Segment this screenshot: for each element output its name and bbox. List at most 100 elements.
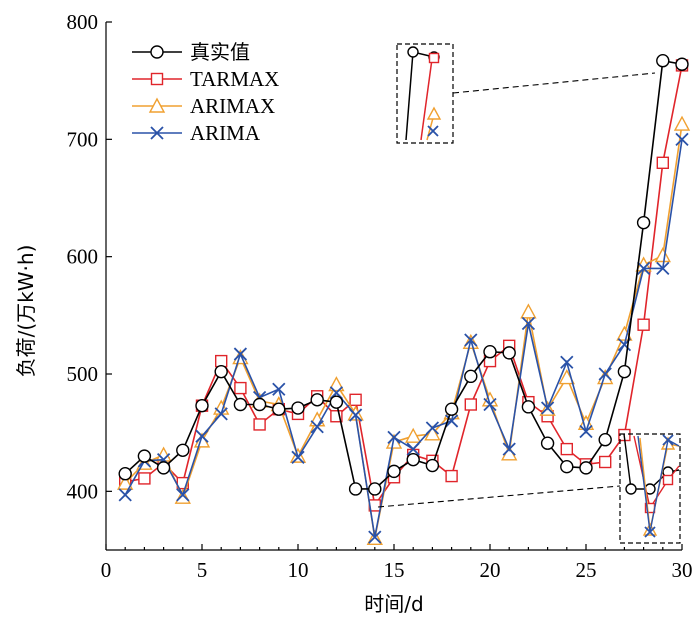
data-point — [195, 429, 209, 443]
legend-item: ARIMA — [132, 121, 261, 145]
data-point — [234, 381, 247, 395]
data-point — [675, 132, 689, 146]
data-point — [560, 355, 574, 369]
data-point — [483, 345, 497, 359]
x-axis-title: 时间/d — [364, 592, 423, 616]
data-point — [118, 467, 132, 481]
zoom-insets — [377, 43, 681, 544]
data-point — [502, 346, 516, 360]
data-point — [233, 397, 248, 412]
data-point — [636, 215, 651, 230]
data-point — [597, 369, 614, 385]
data-point — [617, 364, 632, 379]
data-point — [444, 402, 459, 416]
data-point — [654, 247, 671, 263]
data-point — [349, 393, 362, 407]
y-tick-label: 400 — [67, 479, 99, 503]
data-point — [195, 398, 209, 413]
data-point — [656, 261, 670, 276]
plot-area — [117, 54, 691, 545]
data-point — [176, 443, 190, 457]
data-point — [368, 530, 382, 544]
data-point — [599, 455, 612, 469]
axes: 0 5 10 15 20 25 30 400 500 600 700 800 — [67, 10, 693, 582]
data-point — [291, 450, 305, 464]
data-point — [329, 395, 344, 409]
y-tick-label: 800 — [67, 10, 99, 34]
data-point — [233, 347, 248, 361]
data-point — [520, 303, 537, 319]
data-point — [425, 421, 440, 435]
data-point — [328, 376, 345, 392]
legend-marker — [150, 72, 164, 86]
data-point — [521, 316, 536, 331]
x-tick-label: 30 — [672, 558, 693, 582]
inset-truth-point — [407, 46, 419, 58]
data-point — [406, 452, 420, 467]
data-point — [636, 261, 651, 276]
data-point — [214, 354, 228, 368]
legend-label: ARIMAX — [190, 94, 275, 118]
legend-item: TARMAX — [132, 67, 279, 91]
inset-truth-point — [625, 483, 637, 495]
data-point — [579, 461, 593, 475]
y-tick-label: 700 — [67, 127, 99, 151]
data-point — [656, 156, 669, 170]
data-point — [291, 401, 305, 415]
series-line — [124, 139, 683, 538]
inset-arimax-point — [426, 106, 442, 120]
series-line — [124, 123, 683, 539]
y-tick-label: 500 — [67, 362, 99, 386]
data-point — [387, 430, 401, 444]
inset-box-top — [396, 43, 454, 144]
data-point — [253, 418, 266, 431]
x-tick-label: 20 — [480, 558, 501, 582]
data-point — [329, 386, 344, 400]
legend-label: 真实值 — [190, 40, 250, 64]
legend-marker — [150, 126, 164, 140]
data-point — [424, 425, 441, 441]
data-point — [445, 469, 458, 483]
data-point — [637, 318, 650, 331]
inset-tarmax-point — [428, 52, 440, 64]
x-tick-label: 5 — [197, 558, 208, 582]
data-point — [673, 115, 691, 131]
data-point — [272, 382, 286, 396]
data-point — [174, 488, 191, 504]
data-point — [138, 472, 151, 485]
inset-arima-point — [662, 434, 674, 446]
data-point — [348, 482, 363, 496]
data-point — [330, 410, 343, 423]
x-tick-label: 15 — [384, 558, 405, 582]
inset-arima-point — [427, 125, 439, 137]
data-point — [444, 414, 459, 428]
data-point — [310, 420, 324, 434]
x-tick-label: 0 — [101, 558, 112, 582]
inset-tarmax-point — [662, 474, 674, 486]
y-tick-label: 600 — [67, 245, 99, 269]
data-point — [137, 449, 152, 463]
data-point — [117, 474, 134, 490]
data-point — [348, 408, 363, 422]
data-point — [387, 464, 401, 479]
data-point — [675, 57, 689, 71]
data-point — [483, 397, 497, 412]
series-circle — [118, 54, 689, 496]
data-point — [656, 54, 670, 68]
data-point — [579, 424, 593, 439]
legend-label: TARMAX — [190, 67, 279, 91]
data-point — [310, 393, 324, 407]
inset-tarmax-line — [420, 58, 433, 141]
series-triangle — [117, 115, 691, 545]
data-point — [214, 407, 228, 421]
data-point — [598, 367, 612, 381]
x-tick-label: 10 — [288, 558, 309, 582]
legend-item: 真实值 — [132, 40, 250, 64]
x-tick-label: 25 — [576, 558, 597, 582]
data-point — [272, 402, 286, 416]
inset-arima-line — [637, 435, 680, 533]
data-point — [405, 427, 422, 443]
data-point — [406, 442, 420, 456]
legend: 真实值 TARMAX ARIMAX ARIMA — [132, 40, 279, 145]
